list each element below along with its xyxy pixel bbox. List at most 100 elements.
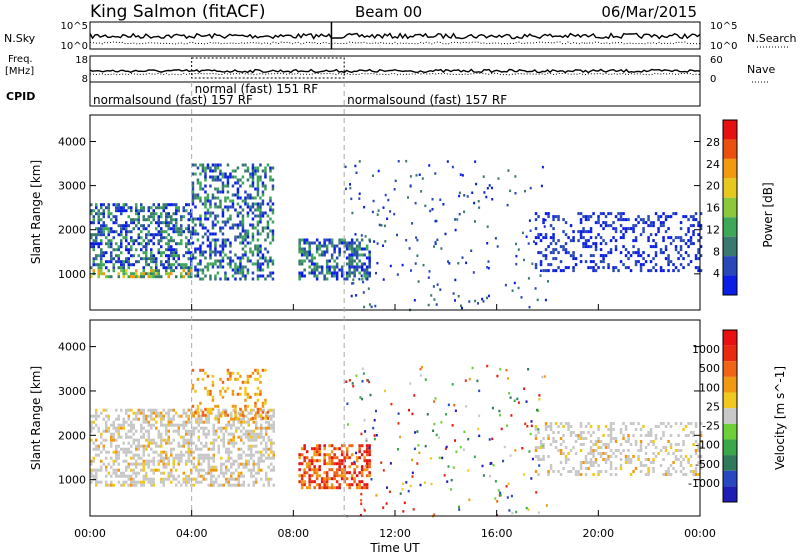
power-cell [157,221,160,225]
velocity-cell [100,465,103,469]
power-cell [572,239,575,243]
power-cell [102,203,105,207]
power-cell [534,242,538,246]
power-cell [155,272,158,276]
velocity-cell [677,434,680,437]
velocity-cell [97,447,100,451]
velocity-cell [185,483,188,487]
power-cell [574,263,578,267]
power-cell [614,230,618,234]
power-scatter-cell [436,283,439,286]
velocity-cell [140,468,143,472]
power-cell [251,235,255,239]
power-cell [564,248,568,252]
power-cell [345,271,349,275]
velocity-cell [155,468,158,472]
power-cell [667,227,670,231]
velocity-cell [120,435,123,439]
power-cell [102,227,105,231]
velocity-cell [195,477,198,481]
velocity-cell [348,465,351,469]
velocity-cell [172,408,175,412]
velocity-cell [127,477,130,481]
velocity-cell [328,459,331,463]
velocity-scatter-cell [465,405,468,408]
power-scatter-cell [424,204,427,208]
velocity-cell [244,386,247,390]
velocity-scatter-cell [489,474,491,478]
velocity-cell [547,425,550,428]
power-cell [211,226,215,230]
velocity-cell [152,462,155,466]
velocity-scatter-cell [537,409,540,412]
velocity-cell [539,446,543,449]
velocity-scatter-cell [366,379,369,382]
power-cell [102,254,105,258]
velocity-cell [221,386,225,390]
velocity-cell [257,459,260,463]
power-cell [353,253,356,257]
velocity-cell [135,444,138,448]
velocity-cell [300,462,304,466]
velocity-scatter-cell [430,482,433,486]
velocity-scatter-cell [507,482,510,485]
power-cell [152,212,155,216]
power-cell [157,275,160,279]
velocity-cell [654,425,658,428]
power-cell [592,212,595,216]
velocity-cell [589,464,593,467]
velocity-cell [365,465,369,469]
velocity-cell [205,453,208,457]
velocity-cell [162,423,165,427]
power-scatter-cell [487,294,490,298]
velocity-cell [177,441,180,445]
velocity-cell [345,483,349,487]
velocity-cell [147,444,150,448]
nsearch-label: N.Search [747,32,797,45]
power-cell [261,274,265,278]
velocity-cell [241,380,245,384]
power-cell [657,218,660,222]
power-cell [579,221,583,225]
velocity-cell [230,414,233,418]
velocity-cell [225,408,228,412]
velocity-cell [200,468,203,472]
velocity-cell [197,459,200,463]
velocity-cell [219,389,222,393]
power-cell [97,272,100,276]
power-cell [569,254,573,258]
velocity-cell [245,435,248,439]
velocity-cell [637,449,640,452]
cpid-strip-frame [89,81,701,107]
velocity-cell [584,473,588,476]
velocity-cell [187,420,190,424]
velocity-cell [155,426,158,430]
velocity-cell [637,455,640,458]
power-cell [155,212,158,216]
velocity-cell [247,432,250,436]
power-cell [100,227,103,231]
x-tick-label: 04:00 [176,527,208,540]
power-cell [209,166,212,170]
power-cell [239,223,242,227]
power-cell [594,248,598,252]
power-cell [236,190,240,194]
velocity-cell [227,453,230,457]
power-scatter-cell [349,186,352,190]
power-cell [244,196,247,200]
velocity-scatter-cell [438,456,441,460]
power-scatter-cell [497,177,500,180]
power-scatter-cell [522,258,525,262]
power-cell [167,242,170,246]
power-cell [229,172,232,176]
power-scatter-cell [433,298,436,301]
power-cell [249,205,252,209]
velocity-cell [255,426,258,430]
velocity-cell [252,420,255,424]
power-cell [229,259,232,263]
power-cell [308,265,311,269]
power-cell [194,247,197,251]
power-cell [587,218,590,222]
velocity-cell [241,413,245,417]
power-cell [692,218,695,222]
